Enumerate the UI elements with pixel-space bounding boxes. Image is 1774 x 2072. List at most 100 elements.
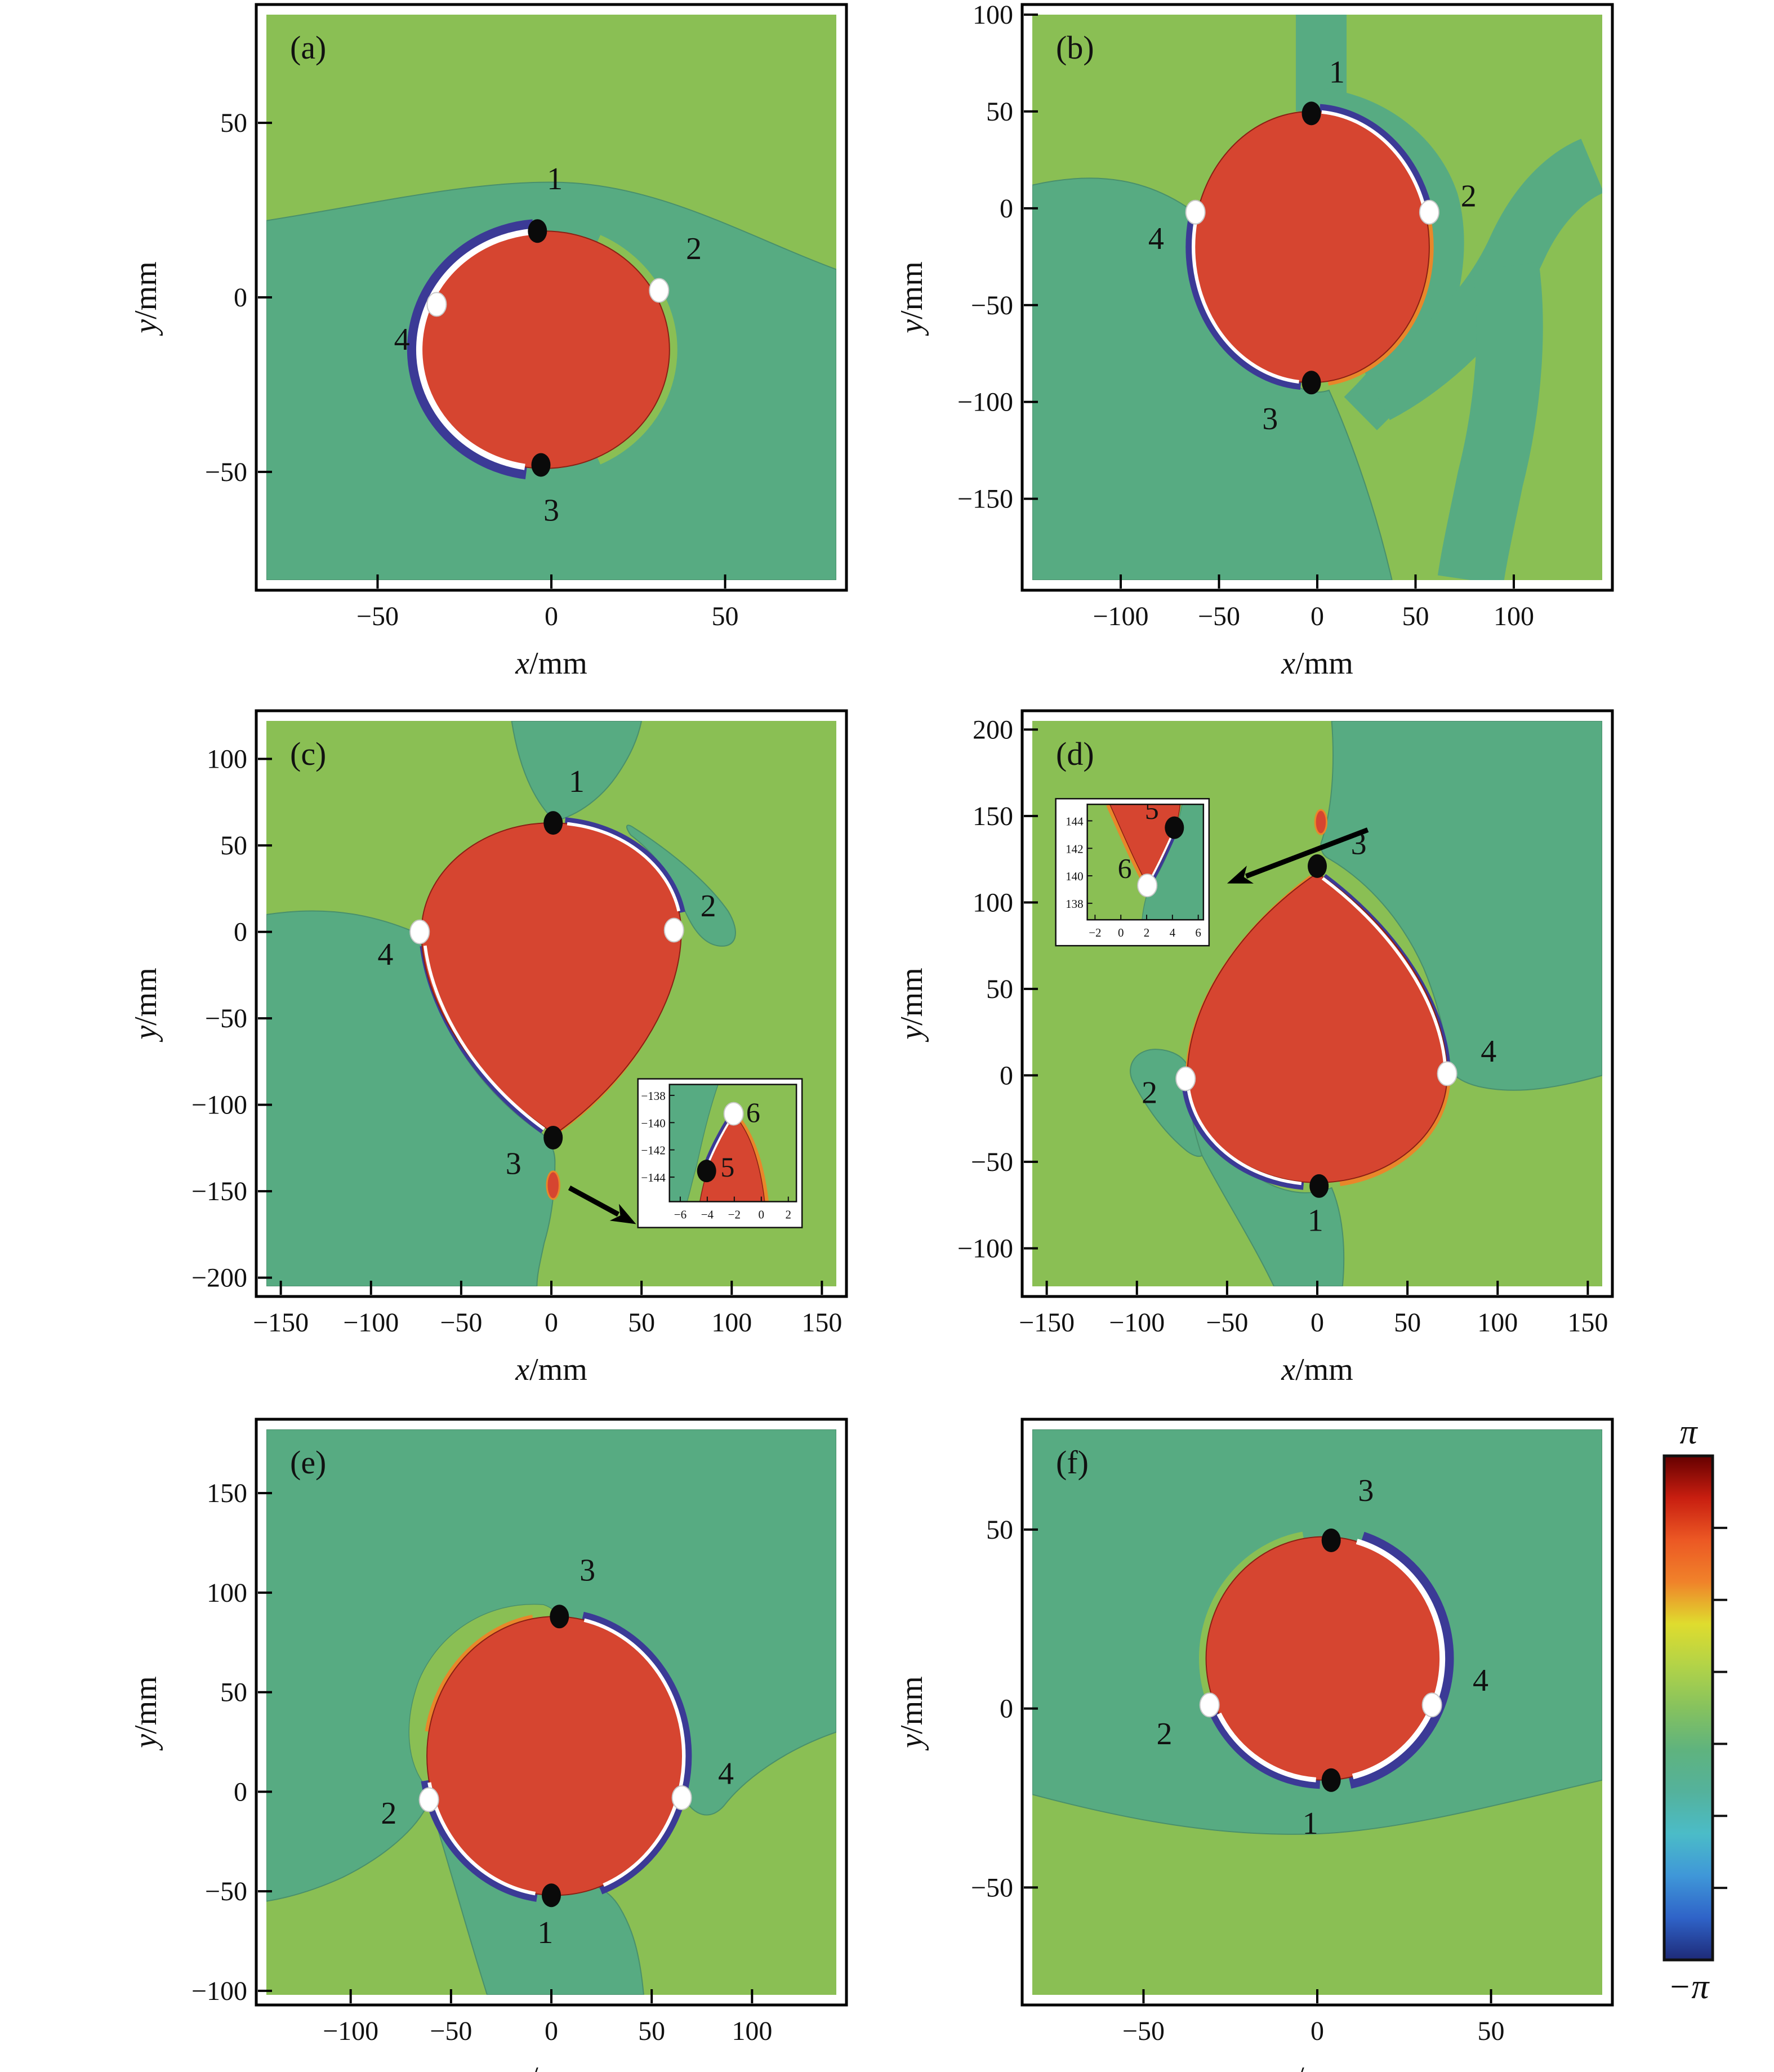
y-tick-label: 50 [986,974,1013,1004]
y-tick-label: 150 [973,801,1013,831]
teal-phase-region [266,910,556,1286]
marker-1-black [1321,1768,1341,1792]
marker-6-white [1137,874,1158,898]
phase-discontinuity-line [423,945,545,1130]
x-tick-label: 100 [711,1308,752,1338]
marker-label-5: 5 [1145,794,1159,825]
inset-x-tick: 2 [786,1208,792,1222]
inset-arrow [1245,827,1369,879]
y-tick-label: 100 [207,1578,247,1608]
x-tick-label: 100 [732,2016,772,2046]
x-tick-label: −50 [1206,1308,1248,1338]
inset-x-tick: −6 [674,1208,687,1222]
marker-label-1: 1 [537,1915,553,1950]
inset-arrowhead [609,1204,636,1224]
plot-area: 3 4 1 2 [1032,1429,1602,1995]
y-axis-title: y/mm [894,261,929,336]
inset-x-tick: −2 [728,1208,741,1222]
marker-4-white [409,919,430,944]
phase-discontinuity-line [1321,877,1447,1069]
inset-x-tick: −2 [1089,926,1101,939]
panel-c: 1 2 3 4 56 −6 −4 −2 0 2 −138 −140 −142 −144 (c) −150 −10… [128,709,848,1387]
inset-arrowhead [1227,866,1254,884]
x-tick-label: 0 [545,2016,558,2046]
panel-frame [1020,709,1614,1298]
x-tick-label: 100 [1477,1308,1518,1338]
plot-area: 3 4 1 2 [266,1429,836,1995]
marker-label-3: 3 [506,1146,521,1181]
y-tick-label: 50 [220,831,247,861]
y-tick-label: −100 [957,387,1013,417]
marker-1-black [1301,101,1321,126]
panel-frame [255,709,848,1298]
y-axis-title: y/mm [128,1676,163,1751]
inset-x-tick: 4 [1170,926,1176,939]
marker-1-black [528,219,547,243]
y-tick-label: 0 [1000,194,1013,224]
panel-b: 1 2 3 4 (b) −100 −50 0 50 100 100 50 0 −50 −100 −150 x/m… [894,0,1614,681]
y-tick-label: −150 [957,484,1013,514]
teal-phase-band [1362,139,1602,420]
marker-3-black [543,1125,563,1149]
x-tick-label: −100 [1109,1308,1165,1338]
marker-2-white [663,917,684,943]
marker-4-white [1421,1692,1442,1718]
inset-y-tick: −138 [641,1089,665,1103]
marker-label-4: 4 [1148,221,1164,256]
y-tick-label: 200 [973,715,1013,745]
phase-discontinuity-line [1187,1088,1302,1186]
x-tick-label: 0 [545,1308,558,1338]
y-tick-label: 0 [234,917,247,947]
panel-frame [255,1418,848,2007]
phase-discontinuity-line [1216,1712,1317,1783]
y-tick-label: 50 [220,1678,247,1708]
marker-label-2: 2 [1156,1717,1172,1752]
y-tick-label: 0 [234,1777,247,1807]
marker-label-5: 5 [720,1151,734,1183]
marker-label-6: 6 [1118,853,1132,884]
y-tick-label: 0 [1000,1694,1013,1724]
y-tick-label: −50 [971,291,1013,320]
x-tick-label: 150 [801,1308,842,1338]
y-tick-label: −100 [191,1090,247,1120]
marker-6-white [723,1102,744,1126]
x-tick-label: −100 [1093,601,1148,631]
marker-label-2: 2 [686,231,702,266]
panel-e: 3 4 1 2 (e) −100 −50 0 50 100 150 100 50 0 −50 −100 x/mm… [128,1418,848,2072]
inset-x-tick: −4 [701,1208,714,1222]
teal-phase-band [1437,262,1543,580]
panel-letter: (f) [1056,1444,1089,1481]
y-tick-label: 50 [986,97,1013,127]
plot-area: 1 2 3 4 [266,15,836,580]
panel-letter: (a) [290,29,326,66]
y-tick-label: −150 [191,1177,247,1206]
y-tick-label: −50 [205,1877,247,1906]
inset-x-tick: 0 [759,1208,765,1222]
y-tick-label: −50 [971,1873,1013,1902]
inset-(c): 56 −6 −4 −2 0 2 −138 −140 −142 −144 [637,1078,803,1228]
marker-2-white [418,1787,439,1812]
colorbar: π −π [1662,1413,1727,2006]
inset-y-tick: 140 [1066,870,1084,883]
red-sliver [1314,809,1328,835]
teal-phase-region [1320,721,1602,1091]
y-tick-label: −100 [191,1976,247,2006]
marker-label-1: 1 [1329,55,1345,90]
y-tick-label: −200 [191,1263,247,1293]
x-tick-label: −150 [253,1308,309,1338]
colorbar-label-pi: π [1679,1413,1698,1451]
panel-letter: (d) [1056,736,1094,772]
marker-label-3: 3 [1262,402,1278,436]
x-tick-label: −150 [1019,1308,1075,1338]
y-tick-label: 100 [207,745,247,774]
marker-label-2: 2 [1461,179,1477,213]
x-axis-title: x/mm [1281,1352,1353,1387]
marker-label-3: 3 [580,1553,595,1588]
x-tick-label: 50 [1394,1308,1421,1338]
panel-letter: (c) [290,736,326,772]
x-axis-title: x/mm [1281,646,1353,681]
marker-4-white [1437,1061,1457,1086]
colorbar-label-minus-pi: −π [1668,1968,1710,2006]
